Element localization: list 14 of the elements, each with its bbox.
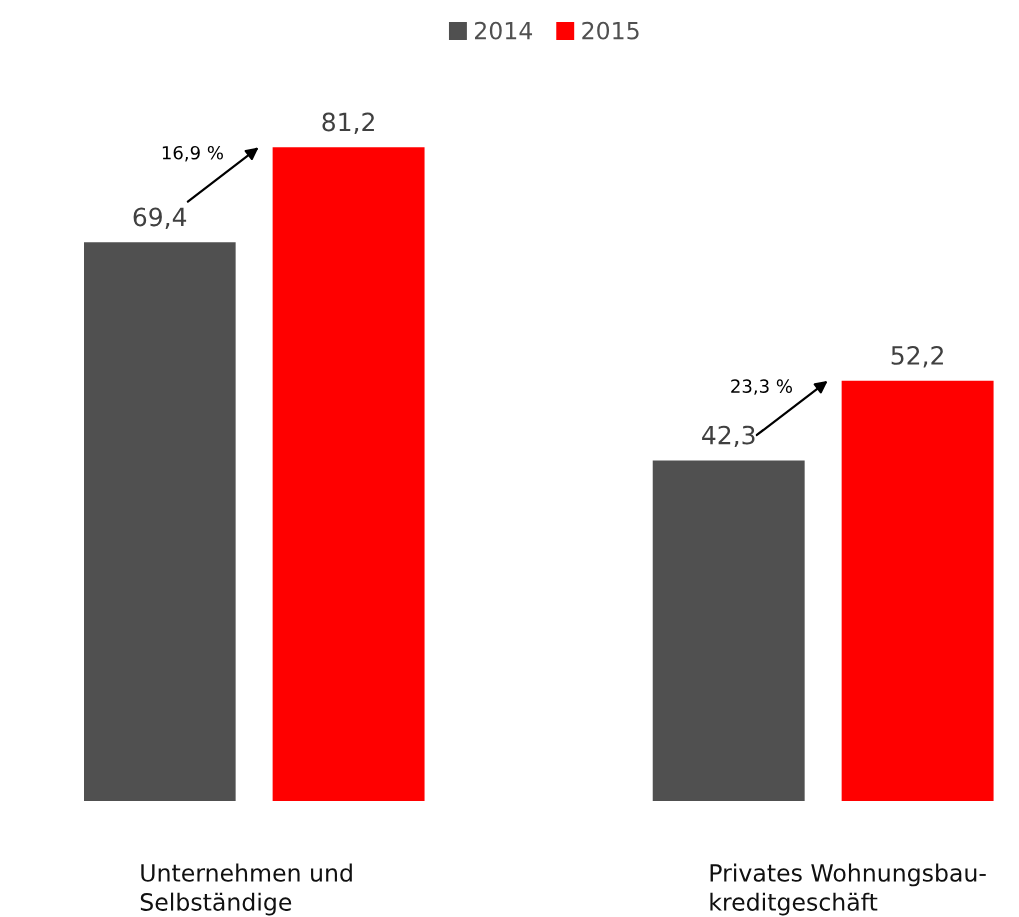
bar [272, 147, 425, 801]
legend-label: 2014 [475, 21, 533, 40]
data-label: 42,3 [702, 425, 755, 448]
x-tick-label: Privates Wohnungsbau- kreditgeschäft [710, 863, 986, 916]
data-label: 52,2 [891, 345, 943, 368]
x-tick-label: Unternehmen und Selbständige [140, 863, 352, 916]
bar [652, 460, 805, 801]
annotation: 23,3 % [731, 379, 792, 395]
legend-label: 2015 [582, 21, 639, 40]
data-label: 69,4 [133, 207, 187, 229]
bar [841, 380, 994, 801]
bar [84, 242, 236, 801]
annotation: 16,9 % [162, 145, 223, 162]
data-label: 81,2 [322, 112, 374, 134]
